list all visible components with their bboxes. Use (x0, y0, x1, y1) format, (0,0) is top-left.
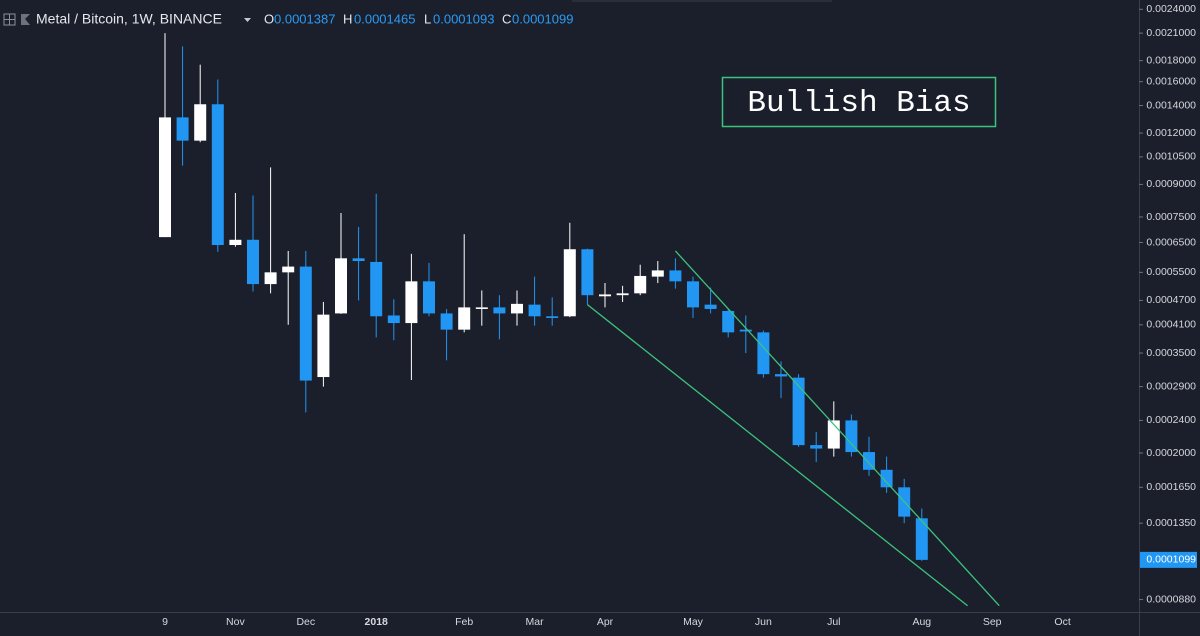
candle-body (493, 307, 506, 314)
candle-body (739, 329, 752, 332)
y-tick-label: 0.0014000 (1146, 99, 1196, 111)
candle-body (810, 445, 823, 449)
candle-body (229, 239, 242, 246)
candle-body (247, 239, 259, 285)
candle-body (458, 307, 471, 330)
ohlc-label: L (424, 11, 431, 26)
y-tick-label: 0.0002900 (1146, 380, 1196, 392)
candle-body (880, 469, 893, 488)
candle-body (599, 294, 611, 297)
y-tick-label: 0.0007500 (1146, 211, 1196, 223)
candle-body (194, 104, 207, 141)
last-price-label: 0.0001099 (1146, 554, 1196, 566)
ohlc-label: O (264, 11, 274, 26)
y-tick-label: 0.0004100 (1146, 319, 1196, 331)
y-tick-label: 0.0024000 (1146, 3, 1196, 15)
symbol-icon (21, 14, 30, 25)
y-tick-label: 0.0021000 (1146, 27, 1196, 39)
header: Metal / Bitcoin, 1W, BINANCE O 0.0001387… (3, 11, 573, 27)
y-tick-label: 0.0012000 (1146, 127, 1196, 139)
candle-body (546, 316, 559, 318)
ohlc-value: 0.0001387 (274, 11, 335, 26)
candle-body (757, 332, 770, 375)
ohlc-label: H (343, 11, 352, 26)
candle-body (264, 272, 277, 285)
y-tick-label: 0.0001650 (1146, 481, 1196, 493)
y-tick-label: 0.0010500 (1146, 151, 1196, 163)
y-tick-label: 0.0006500 (1146, 236, 1196, 248)
x-tick-label: Jul (827, 616, 840, 628)
last-price-box (1140, 551, 1197, 568)
x-tick-label: 2018 (365, 616, 389, 628)
candle-body (863, 452, 875, 470)
x-tick-label: May (683, 616, 704, 628)
candle-body (651, 270, 664, 277)
x-tick-label: Aug (912, 616, 931, 628)
trend-line (674, 250, 1000, 607)
x-tick-label: Dec (296, 616, 315, 628)
candle-body (581, 249, 594, 296)
candle-body (775, 374, 787, 377)
candle-body (159, 117, 171, 238)
candle-body (440, 313, 453, 330)
x-tick-label: 9 (162, 616, 168, 628)
ohlc-value: 0.0001093 (433, 11, 494, 26)
candle-body (423, 281, 435, 314)
candle-body (370, 261, 383, 317)
y-tick-label: 0.0001350 (1146, 517, 1196, 529)
candle-body (317, 314, 330, 378)
candle-body (405, 281, 418, 324)
plot-area (159, 33, 1000, 607)
y-tick-label: 0.0000880 (1146, 593, 1196, 605)
symbol-title[interactable]: Metal / Bitcoin, 1W, BINANCE (36, 11, 222, 27)
y-tick-label: 0.0009000 (1146, 178, 1196, 190)
candle-body (634, 275, 647, 294)
candle-body (335, 258, 347, 314)
candle-body (845, 420, 858, 453)
y-tick-label: 0.0005500 (1146, 266, 1196, 278)
candle-body (176, 117, 189, 141)
x-tick-label: Oct (1054, 616, 1070, 628)
y-tick-label: 0.0016000 (1146, 75, 1196, 87)
trend-line (586, 304, 968, 607)
ohlc-value: 0.0001099 (512, 11, 573, 26)
candle-body (722, 310, 735, 333)
x-tick-label: Jun (755, 616, 772, 628)
candle-body (475, 307, 488, 309)
candle-body (282, 266, 295, 273)
candle-body (704, 304, 717, 309)
ohlc-label: C (502, 11, 511, 26)
x-tick-label: Mar (526, 616, 545, 628)
x-tick-label: Nov (226, 616, 245, 628)
annotation-box: Bullish Bias (721, 76, 997, 128)
y-tick-label: 0.0002400 (1146, 414, 1196, 426)
candle-body (669, 270, 682, 282)
candle-body (387, 315, 400, 324)
candle-body (563, 249, 576, 317)
candle-body (616, 293, 629, 296)
x-tick-label: Apr (597, 616, 614, 628)
candle-body (299, 266, 312, 381)
annotation-text: Bullish Bias (747, 86, 970, 121)
annotation-frame (721, 76, 997, 128)
y-tick-label: 0.0003500 (1146, 347, 1196, 359)
candle-body (915, 518, 928, 560)
y-tick-label: 0.0002000 (1146, 447, 1196, 459)
candle-body (528, 304, 541, 317)
candle-body (792, 377, 805, 446)
y-tick-label: 0.0018000 (1146, 54, 1196, 66)
candle-body (687, 281, 699, 308)
symbol-dropdown[interactable] (244, 18, 251, 22)
ohlc-value: 0.0001465 (354, 11, 415, 26)
x-tick-label: Sep (983, 616, 1002, 628)
x-tick-label: Feb (455, 616, 473, 628)
candle-body (211, 104, 224, 246)
y-tick-label: 0.0004700 (1146, 294, 1196, 306)
candle-body (511, 303, 523, 314)
candle-body (352, 258, 365, 262)
